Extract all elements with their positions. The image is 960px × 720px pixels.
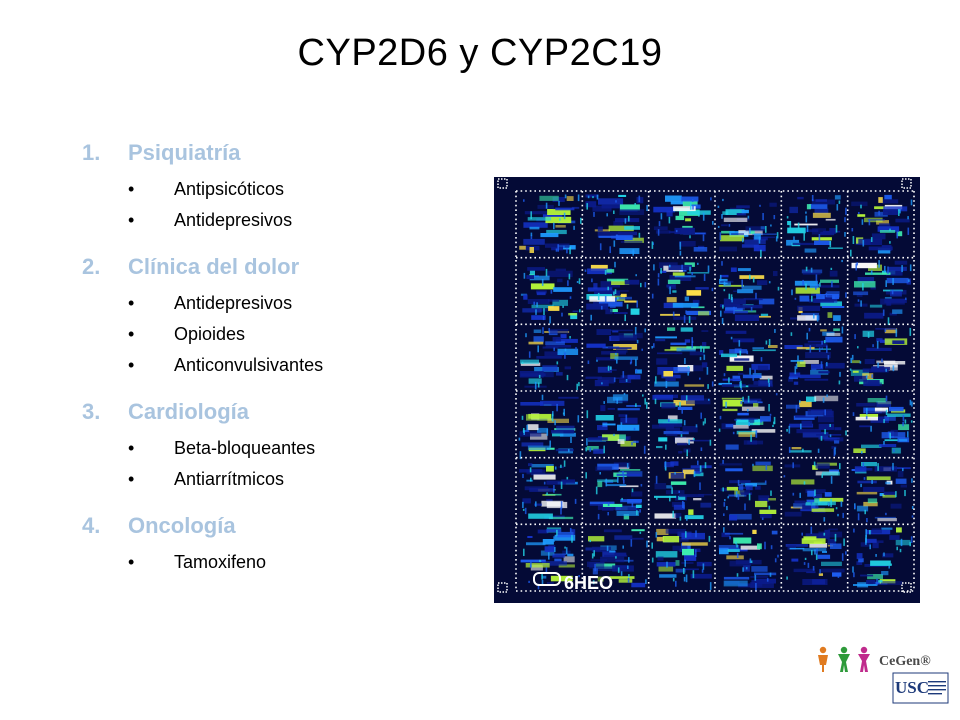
slide-title: CYP2D6 y CYP2C19 <box>297 32 663 74</box>
bullet-icon: • <box>128 210 135 230</box>
institution-logos: CeGen® USC <box>818 646 949 704</box>
bullet-list: • Antidepresivos • Opioides • Anticonvulsiv… <box>82 288 482 381</box>
section-clinica-dolor: 2. Clínica del dolor • Antidepresivos • Op… <box>82 252 482 381</box>
chip-label: 6HEO <box>564 573 613 593</box>
cegen-figures-icon <box>818 646 870 672</box>
list-item-text: Beta-bloqueantes <box>174 438 316 458</box>
list-item-text: Tamoxifeno <box>174 552 267 572</box>
section-number: 3. <box>82 399 101 424</box>
usc-logo: USC <box>895 678 929 697</box>
section-title: Clínica del dolor <box>128 254 300 279</box>
section-title: Cardiología <box>128 399 250 424</box>
bullet-icon: • <box>128 469 135 489</box>
list-item-text: Antiarrítmicos <box>174 469 285 489</box>
list-item: • Antiarrítmicos <box>82 464 482 495</box>
section-oncologia: 4. Oncología • Tamoxifeno <box>82 511 482 578</box>
list-item-text: Opioides <box>174 324 246 344</box>
list-item-text: Anticonvulsivantes <box>174 355 324 375</box>
drug-category-list: 1. Psiquiatría • Antipsicóticos • Antidepr… <box>82 138 482 594</box>
section-heading: 1. Psiquiatría <box>82 138 482 168</box>
list-item: • Opioides <box>82 319 482 350</box>
section-heading: 3. Cardiología <box>82 397 482 427</box>
list-item: • Beta-bloqueantes <box>82 433 482 464</box>
list-item-text: Antidepresivos <box>174 210 293 230</box>
list-item: • Anticonvulsivantes <box>82 350 482 381</box>
bullet-icon: • <box>128 293 135 313</box>
list-item: • Antidepresivos <box>82 205 482 236</box>
bullet-icon: • <box>128 355 135 375</box>
bullet-list: • Tamoxifeno <box>82 547 482 578</box>
section-number: 4. <box>82 513 101 538</box>
list-item-text: Antipsicóticos <box>174 179 285 199</box>
bullet-icon: • <box>128 179 135 199</box>
list-item: • Antipsicóticos <box>82 174 482 205</box>
microarray-scan-image: 6HEO <box>494 177 920 603</box>
bullet-list: • Antipsicóticos • Antidepresivos <box>82 174 482 236</box>
section-number: 1. <box>82 140 101 165</box>
bullet-icon: • <box>128 324 135 344</box>
section-cardiologia: 3. Cardiología • Beta-bloqueantes • Antiar… <box>82 397 482 495</box>
bullet-icon: • <box>128 552 135 572</box>
cegen-logo: CeGen® <box>879 654 931 669</box>
bullet-list: • Beta-bloqueantes • Antiarrítmicos <box>82 433 482 495</box>
section-heading: 4. Oncología <box>82 511 482 541</box>
section-title: Oncología <box>128 513 236 538</box>
list-item-text: Antidepresivos <box>174 293 293 313</box>
section-heading: 2. Clínica del dolor <box>82 252 482 282</box>
list-item: • Antidepresivos <box>82 288 482 319</box>
section-psiquiatria: 1. Psiquiatría • Antipsicóticos • Antidepr… <box>82 138 482 236</box>
section-number: 2. <box>82 254 101 279</box>
list-item: • Tamoxifeno <box>82 547 482 578</box>
section-title: Psiquiatría <box>128 140 241 165</box>
bullet-icon: • <box>128 438 135 458</box>
